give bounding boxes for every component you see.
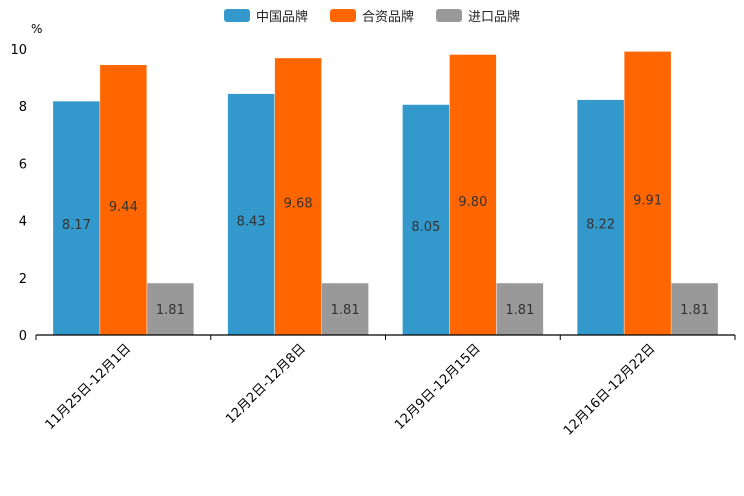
data-label-series-1-cat-0: 9.44 <box>109 200 138 215</box>
y-axis: 0 2 4 6 8 10 <box>10 43 27 344</box>
y-tick-label-0: 0 <box>19 329 27 344</box>
x-tick-label-0: 11月25日-12月1日 <box>43 341 135 433</box>
bar-series-1-cat-2 <box>449 54 497 335</box>
x-axis: 11月25日-12月1日 12月2日-12月8日 12月9日-12月15日 12月16… <box>35 334 736 439</box>
bar-series-2-cat-1 <box>321 283 369 335</box>
data-label-series-2-cat-3: 1.81 <box>680 303 709 318</box>
y-tick-label-4: 8 <box>19 100 27 115</box>
legend-swatch-series-0 <box>223 9 250 22</box>
legend-label-series-1: 合资品牌 <box>361 10 414 25</box>
legend-label-series-0: 中国品牌 <box>255 10 308 25</box>
y-tick-label-5: 10 <box>10 43 27 58</box>
data-label-series-2-cat-0: 1.81 <box>156 303 185 318</box>
data-label-series-2-cat-1: 1.81 <box>331 303 360 318</box>
chart-legend: 中国品牌 合资品牌 进口品牌 <box>0 6 744 25</box>
x-tick-label-3: 12月16日-12月22日 <box>561 341 658 438</box>
data-label-series-2-cat-2: 1.81 <box>505 303 534 318</box>
legend-swatch-series-1 <box>329 9 356 22</box>
bar-series-0-cat-3 <box>577 99 624 336</box>
legend-swatch-series-2 <box>436 9 462 22</box>
data-label-series-1-cat-2: 9.80 <box>458 195 487 210</box>
bar-series-2-cat-2 <box>496 283 544 335</box>
y-tick-label-1: 2 <box>19 272 27 287</box>
bar-series-0-cat-1 <box>227 93 275 335</box>
bar-series-0-cat-2 <box>402 104 450 336</box>
bars-group: 8.17 9.44 1.81 8.43 9.68 1.81 8.05 9.80 1.81 8.22… <box>53 51 718 336</box>
legend-item-series-2[interactable]: 进口品牌 <box>436 6 520 25</box>
bar-series-2-cat-3 <box>671 283 718 335</box>
y-axis-unit-label: % <box>31 22 42 36</box>
y-tick-label-3: 6 <box>19 157 27 172</box>
data-label-series-0-cat-0: 8.17 <box>62 218 91 233</box>
x-tick-label-1: 12月2日-12月8日 <box>223 341 309 427</box>
data-label-series-1-cat-3: 9.91 <box>633 193 662 208</box>
legend-item-series-0[interactable]: 中国品牌 <box>223 6 308 25</box>
bar-series-1-cat-0 <box>100 65 147 336</box>
bar-series-0-cat-0 <box>53 101 100 335</box>
bar-series-1-cat-1 <box>274 58 322 335</box>
legend-item-series-1[interactable]: 合资品牌 <box>329 6 414 25</box>
bar-series-1-cat-3 <box>624 51 671 335</box>
data-label-series-0-cat-3: 8.22 <box>586 217 615 232</box>
bar-series-2-cat-0 <box>147 283 194 335</box>
data-label-series-0-cat-2: 8.05 <box>411 220 440 235</box>
y-tick-label-2: 4 <box>19 215 27 230</box>
data-label-series-0-cat-1: 8.43 <box>237 214 266 229</box>
x-tick-label-2: 12月9日-12月15日 <box>392 341 484 433</box>
legend-label-series-2: 进口品牌 <box>468 10 521 25</box>
data-label-series-1-cat-1: 9.68 <box>284 197 313 212</box>
